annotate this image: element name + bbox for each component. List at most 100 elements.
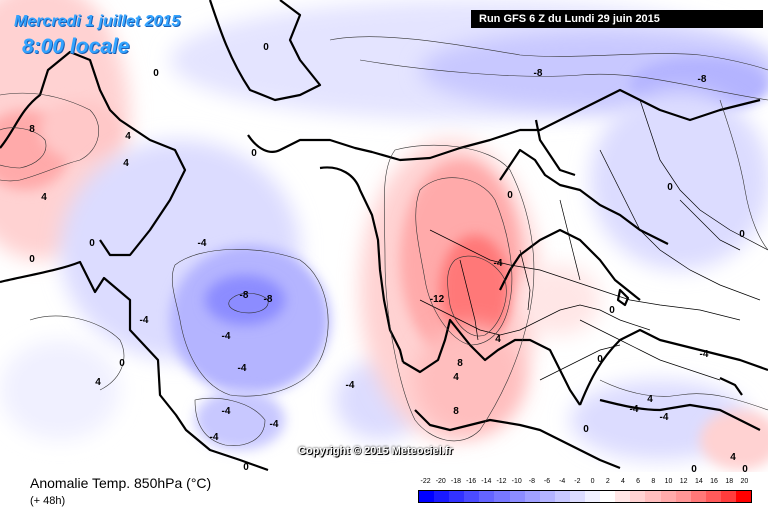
legend-tick: -14 xyxy=(481,478,492,485)
contour-label: 0 xyxy=(251,148,257,159)
contour-label: 8 xyxy=(457,358,463,369)
legend-color-swatch xyxy=(630,491,646,502)
contour-label: 0 xyxy=(243,462,249,472)
run-info-banner: Run GFS 6 Z du Lundi 29 juin 2015 xyxy=(471,10,763,28)
legend-color-swatch xyxy=(554,491,570,502)
copyright-notice: Copyright © 2015 Meteociel.fr xyxy=(298,445,453,457)
legend-color-swatch xyxy=(675,491,691,502)
legend-color-swatch xyxy=(479,491,495,502)
contour-label: 0 xyxy=(507,190,513,201)
legend-color-swatch xyxy=(419,491,435,502)
contour-label: -8 xyxy=(534,68,543,79)
legend-color-swatch xyxy=(690,491,706,502)
contour-label: -4 xyxy=(198,238,207,249)
contour-label: 8 xyxy=(29,124,35,135)
contour-label: 0 xyxy=(29,254,35,265)
coastline-outlines xyxy=(0,0,768,472)
temperature-anomaly-map: 8 4 4 4 0 0 0 -4 -8 -8 -4 -4 -4 -4 -4 -4 -4 0 0 4 0 -4 -12 8 4 4 8… xyxy=(0,0,768,472)
legend-tick: -6 xyxy=(543,478,551,485)
forecast-date: Mercredi 1 juillet 2015 xyxy=(14,13,181,30)
legend-color-swatch xyxy=(600,491,616,502)
contour-label: -4 xyxy=(494,258,503,269)
legend-tick: 6 xyxy=(636,478,641,485)
contour-label: -4 xyxy=(210,432,219,443)
legend-color-swatch xyxy=(705,491,721,502)
legend-color-swatch xyxy=(645,491,661,502)
legend-tick: 18 xyxy=(725,478,734,485)
legend-color-swatch xyxy=(569,491,586,502)
contour-label: -12 xyxy=(430,294,445,305)
legend-tick: 20 xyxy=(740,478,749,485)
legend-color-swatch xyxy=(449,491,465,502)
contour-label: -4 xyxy=(270,419,279,430)
parameter-title: Anomalie Temp. 850hPa (°C) xyxy=(30,475,212,491)
contour-label: 4 xyxy=(453,372,459,383)
isolines xyxy=(0,36,768,446)
contour-label: 4 xyxy=(95,377,101,388)
contour-label: -8 xyxy=(264,294,273,305)
legend-tick: 14 xyxy=(694,478,703,485)
legend-tick: 12 xyxy=(679,478,688,485)
contour-label: -4 xyxy=(140,315,149,326)
contour-label: 8 xyxy=(453,406,459,417)
legend-color-swatch xyxy=(494,491,510,502)
legend-color-swatch xyxy=(434,491,450,502)
legend-tick: 0 xyxy=(590,478,595,485)
contour-label: 4 xyxy=(41,192,47,203)
contour-label: 4 xyxy=(730,452,736,463)
legend-color-swatch xyxy=(615,491,631,502)
legend-tick: -10 xyxy=(511,478,522,485)
contour-label: -8 xyxy=(240,290,249,301)
legend-color-swatch xyxy=(660,491,676,502)
contour-label: -8 xyxy=(698,74,707,85)
contour-label: -4 xyxy=(660,412,669,423)
contour-label: 4 xyxy=(647,394,653,405)
contour-label: -4 xyxy=(238,363,247,374)
legend-tick-labels: -22 -20 -18 -16 -14 -12 -10 -8 -6 -4 -2 0 2 4 6 8 10 12 14… xyxy=(418,478,752,488)
contour-label: 0 xyxy=(742,464,748,472)
contour-label: 0 xyxy=(263,42,269,53)
contour-label: 0 xyxy=(119,358,125,369)
contour-label: 0 xyxy=(583,424,589,435)
footer-bar: Anomalie Temp. 850hPa (°C) (+ 48h) -22 -2… xyxy=(0,472,768,512)
legend-tick: -8 xyxy=(528,478,535,485)
contour-label: -4 xyxy=(700,349,709,360)
legend-color-swatch xyxy=(735,491,752,502)
contour-label: 0 xyxy=(667,182,673,193)
contour-label: 0 xyxy=(597,354,603,365)
color-scale-legend: -22 -20 -18 -16 -14 -12 -10 -8 -6 -4 -2 0 2 4 6 8 10 12 14… xyxy=(418,478,752,508)
contour-label: -4 xyxy=(222,331,231,342)
legend-color-swatch xyxy=(539,491,555,502)
anomaly-color-field xyxy=(0,0,768,470)
legend-tick: 2 xyxy=(605,478,610,485)
legend-tick: 16 xyxy=(710,478,718,485)
legend-tick: 10 xyxy=(664,478,673,485)
legend-tick: -20 xyxy=(435,478,446,485)
contour-label: -4 xyxy=(222,406,231,417)
legend-tick: -18 xyxy=(450,478,462,485)
contour-label: 0 xyxy=(89,238,95,249)
legend-color-swatch xyxy=(585,491,601,502)
contour-label: 4 xyxy=(123,158,129,169)
legend-tick: -4 xyxy=(559,478,566,485)
legend-tick: -22 xyxy=(420,478,431,485)
contour-label: -4 xyxy=(630,404,639,415)
forecast-time: 8:00 locale xyxy=(22,35,130,58)
legend-tick: -12 xyxy=(496,478,507,485)
legend-color-swatch xyxy=(524,491,540,502)
country-borders xyxy=(419,99,768,381)
contour-label: 0 xyxy=(153,68,159,79)
contour-label: 4 xyxy=(125,131,131,142)
legend-color-swatch xyxy=(464,491,480,502)
contour-label: 4 xyxy=(495,334,501,345)
legend-color-swatch xyxy=(720,491,736,502)
contour-label: 0 xyxy=(739,229,745,240)
legend-color-swatch xyxy=(509,491,525,502)
contour-label: 0 xyxy=(609,305,615,316)
legend-tick: -16 xyxy=(466,478,477,485)
contour-label: 0 xyxy=(691,464,697,472)
legend-tick: -2 xyxy=(574,478,581,485)
